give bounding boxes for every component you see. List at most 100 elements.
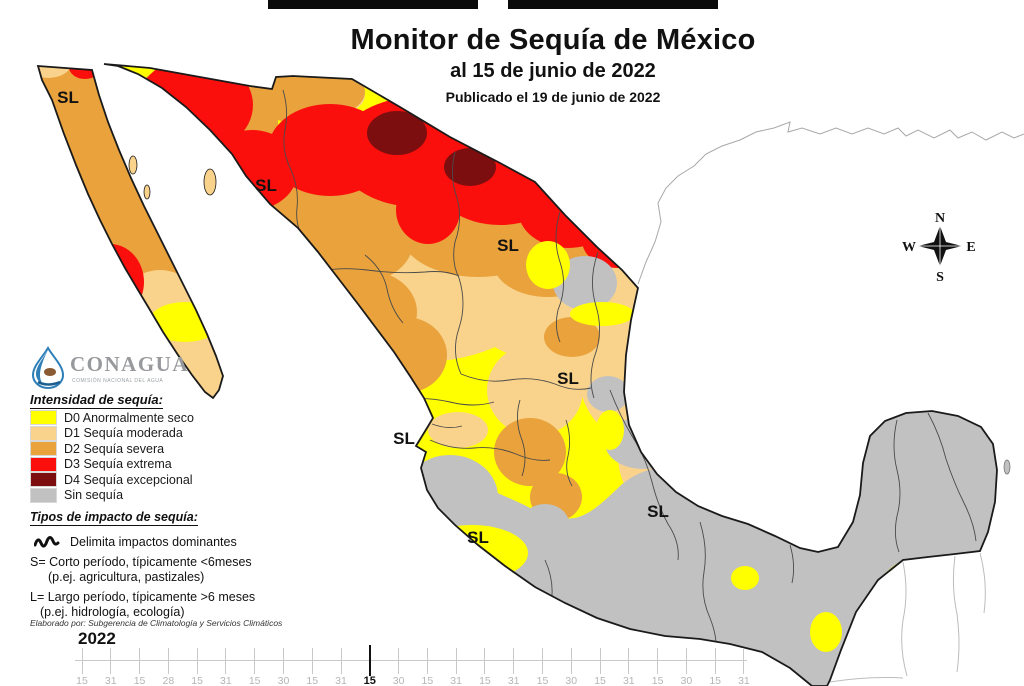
cozumel-island xyxy=(1003,459,1011,475)
baja-outline xyxy=(36,65,224,400)
timeline-tick xyxy=(657,648,659,674)
timeline-label: 15 xyxy=(306,675,319,686)
map-region-labels: SL SL SL SL SL SL SL xyxy=(57,88,669,547)
map-label-sl: SL xyxy=(647,502,669,521)
timeline-year: 2022 xyxy=(78,629,116,648)
timeline-label: 30 xyxy=(392,675,405,686)
impact-long-term: L= Largo período, típicamente >6 meses xyxy=(30,590,256,604)
timeline-label: 31 xyxy=(738,675,750,686)
timeline-label: 31 xyxy=(220,675,232,686)
top-right-bar-button[interactable] xyxy=(508,0,718,9)
map-label-sl: SL xyxy=(497,236,519,255)
legend-swatch-d1 xyxy=(30,425,57,441)
timeline-label: 15 xyxy=(421,675,434,686)
legend-swatch-sin-sequia xyxy=(30,487,57,503)
legend-item-d0: D0 Anormalmente seco xyxy=(30,410,194,426)
conagua-wordmark: CONAGUA xyxy=(70,352,189,376)
legend-item-d1: D1 Sequía moderada xyxy=(30,425,194,442)
conagua-tagline: COMISIÓN NACIONAL DEL AGUA xyxy=(72,378,164,384)
page-title: Monitor de Sequía de México xyxy=(350,24,756,56)
map-label-sl: SL xyxy=(255,176,277,195)
timeline-tick xyxy=(599,648,601,674)
impact-delimit-label: Delimita impactos dominantes xyxy=(70,535,237,549)
timeline-tick xyxy=(225,648,227,674)
compass-e: E xyxy=(966,240,975,255)
timeline-tick xyxy=(743,648,745,674)
page-subtitle: al 15 de junio de 2022 xyxy=(450,60,656,82)
compass-s: S xyxy=(936,270,944,285)
timeline-tick xyxy=(426,648,428,674)
gulf-islands xyxy=(128,155,217,200)
timeline-tick xyxy=(484,648,486,674)
compass-w: W xyxy=(902,240,916,255)
legend-swatch-d3 xyxy=(30,456,57,472)
timeline-tick xyxy=(455,648,457,674)
drought-legend: D0 Anormalmente seco D1 Sequía moderada … xyxy=(30,410,194,503)
legend-swatch-d2 xyxy=(30,441,57,457)
timeline-label: 15 xyxy=(191,675,203,686)
map-label-sl: SL xyxy=(57,88,79,107)
timeline-label: 31 xyxy=(335,675,347,686)
timeline-label: 30 xyxy=(680,675,693,686)
timeline-label: 15 xyxy=(536,675,549,686)
timeline-tick xyxy=(685,648,687,674)
legend-item-sin-sequia: Sin sequía xyxy=(30,487,194,504)
timeline-label-current: 15 xyxy=(363,675,376,686)
us-coastline xyxy=(637,121,1024,285)
map-label-sl: SL xyxy=(393,429,415,448)
timeline-tick xyxy=(254,648,256,674)
mainland-outline xyxy=(103,63,998,686)
timeline-label: 28 xyxy=(162,675,175,686)
timeline-label: 31 xyxy=(450,675,462,686)
timeline-label: 15 xyxy=(709,675,721,686)
map-label-sl: SL xyxy=(557,369,579,388)
timeline-tick xyxy=(282,648,284,674)
timeline-tick xyxy=(541,648,543,674)
timeline-tick xyxy=(513,648,515,674)
timeline-label: 15 xyxy=(479,675,491,686)
timeline-tick xyxy=(81,648,83,674)
timeline-tick xyxy=(340,648,342,674)
legend-item-d2: D2 Sequía severa xyxy=(30,441,194,457)
guatemala-belize-outline xyxy=(829,552,986,683)
legend-swatch-d4 xyxy=(30,472,57,488)
timeline-label: 30 xyxy=(277,675,290,686)
timeline-label: 15 xyxy=(76,675,88,686)
timeline-tick xyxy=(167,648,169,674)
impact-delimit-row: Delimita impactos dominantes xyxy=(34,535,237,549)
timeline-label: 15 xyxy=(133,675,146,686)
legend-item-d4: D4 Sequía excepcional xyxy=(30,472,194,488)
compass-n: N xyxy=(935,211,945,226)
timeline-tick-current xyxy=(368,645,371,676)
timeline-axis xyxy=(75,660,747,661)
map-label-sl: SL xyxy=(467,528,489,547)
timeline-tick xyxy=(139,648,141,674)
impact-types-title: Tipos de impacto de sequía: xyxy=(30,510,198,526)
water-drop-icon xyxy=(31,346,65,389)
published-date: Publicado el 19 de junio de 2022 xyxy=(445,89,661,105)
timeline-label: 31 xyxy=(622,675,635,686)
legend-item-d3: D3 Sequía extrema xyxy=(30,456,194,473)
credits-line: Elaborado por: Subgerencia de Climatolog… xyxy=(30,618,283,628)
legend-title: Intensidad de sequía: xyxy=(30,392,163,409)
timeline-tick xyxy=(398,648,400,674)
conagua-logo: CONAGUA COMISIÓN NACIONAL DEL AGUA xyxy=(28,346,208,392)
timeline-tick xyxy=(570,648,572,674)
impact-long-term-examples: (p.ej. hidrología, ecología) xyxy=(40,605,185,619)
legend-swatch-d0 xyxy=(30,410,57,426)
squiggle-icon xyxy=(34,536,60,548)
title-block: Monitor de Sequía de México al 15 de jun… xyxy=(350,24,755,105)
timeline-label: 31 xyxy=(104,675,117,686)
top-left-bar-button[interactable] xyxy=(268,0,478,9)
timeline-label: 15 xyxy=(248,675,261,686)
compass-rose: N S W E xyxy=(902,211,976,285)
timeline-label: 15 xyxy=(651,675,664,686)
timeline-label: 31 xyxy=(507,675,520,686)
timeline-tick xyxy=(311,648,313,674)
timeline-label: 15 xyxy=(594,675,606,686)
timeline-tick xyxy=(196,648,198,674)
impact-short-term: S= Corto período, típicamente <6meses xyxy=(30,555,252,569)
timeline-tick xyxy=(628,648,630,674)
